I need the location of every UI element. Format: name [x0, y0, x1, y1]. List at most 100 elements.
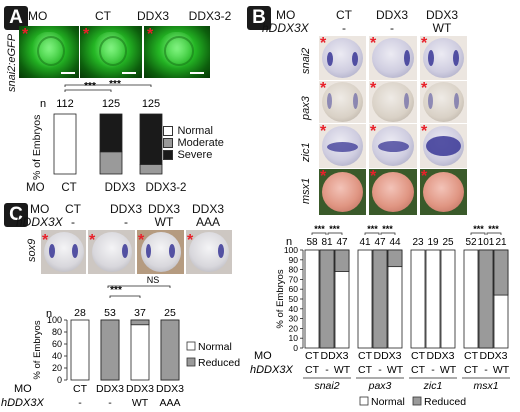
panel-a-image-ct: * — [19, 26, 79, 78]
n-value: 25 — [442, 237, 454, 248]
n-value: 125 — [102, 98, 120, 110]
ct-label: CT — [411, 350, 426, 362]
red-asterisk-icon: * — [320, 36, 327, 52]
stain — [428, 50, 434, 66]
stain — [169, 244, 175, 258]
y-tick-label: 70 — [289, 274, 299, 284]
sig-bracket — [470, 232, 486, 235]
red-asterisk-icon: * — [320, 81, 327, 97]
panel-c-bottom-hddx: hDDX3X — [1, 397, 44, 409]
condition-label: - — [484, 364, 488, 376]
panel-b-pax3-ddx3: * — [369, 81, 417, 123]
scale-bar — [190, 72, 204, 74]
panel-a-bottom-ddx3: DDX3 — [104, 182, 136, 194]
red-asterisk-icon: * — [187, 232, 194, 249]
panel-a-image-ddx3-2: * — [144, 26, 210, 78]
stain — [353, 93, 358, 109]
legend-normal-swatch — [186, 341, 196, 351]
panel-c-ns-label: NS — [147, 275, 160, 285]
condition-label: WT — [440, 364, 457, 376]
panel-b-pax3-ct: * — [319, 81, 366, 123]
red-asterisk-icon: * — [147, 26, 154, 43]
condition-label: CT — [411, 364, 426, 376]
bar-reduced — [160, 319, 180, 381]
ns-bracket — [107, 285, 171, 288]
hddx-condition-label: AAA — [159, 397, 180, 409]
red-asterisk-icon: * — [89, 232, 96, 249]
panel-b-zic1-ct: * — [319, 124, 366, 168]
y-tick-label: 50 — [289, 294, 299, 304]
n-value: 21 — [495, 237, 507, 248]
mo-condition-label: DDX3 — [96, 383, 124, 395]
n-value: 112 — [56, 98, 74, 110]
bar-reduced — [387, 249, 403, 268]
condition-label: CT — [305, 364, 320, 376]
panel-c-bottom-mo: MO — [14, 383, 32, 395]
panel-c-chart: n 0 20 40 60 80 100 % of Embryos 28 CT - 53 DDX3 - 37… — [1, 275, 240, 409]
panel-b-header-ddx3: DDX3 — [375, 8, 408, 22]
bar-reduced — [372, 249, 388, 349]
bar-moderate — [99, 151, 123, 175]
stain — [218, 244, 224, 258]
stain — [426, 136, 461, 156]
condition-label: WT — [387, 364, 404, 376]
panel-b-hddx-ct: - — [342, 21, 346, 35]
n-value: 37 — [134, 307, 146, 319]
panel-c-hddx-ct: - — [71, 215, 75, 229]
legend-reduced-swatch — [412, 396, 422, 406]
panel-c-mo-label: MO — [30, 202, 50, 216]
bar-reduced — [130, 319, 150, 326]
n-value: 58 — [306, 237, 318, 248]
sig-bracket — [364, 232, 380, 235]
sig-bracket — [109, 295, 141, 298]
panel-b-header-ddx3-wt: DDX3 — [425, 8, 458, 22]
legend-moderate-label: Moderate — [177, 136, 224, 149]
panel-a-bottom-ddx3-2: DDX3-2 — [145, 182, 187, 194]
legend-normal-swatch — [359, 396, 369, 406]
legend-reduced-label: Reduced — [424, 396, 466, 408]
condition-label: CT — [358, 364, 373, 376]
panel-c-hddx-aaa: AAA — [195, 215, 220, 229]
panel-c-n-label: n — [46, 308, 52, 320]
y-tick-label: 90 — [289, 255, 299, 265]
n-value: 47 — [374, 237, 386, 248]
panel-b-msx1-ddx3: * — [369, 169, 417, 215]
ddx3-group-label: DDX3 — [479, 350, 507, 362]
hddx-condition-label: - — [78, 397, 82, 409]
condition-label: WT — [334, 364, 351, 376]
panel-b-snai2-wt: * — [420, 36, 467, 80]
panel-a-ylabel: % of Embryos — [31, 114, 43, 180]
legend-reduced-label: Reduced — [198, 357, 240, 369]
panel-b-row-snai2: snai2 — [300, 47, 312, 74]
y-tick-label: 80 — [52, 327, 62, 337]
panel-b-msx1-ct: * — [319, 169, 366, 215]
sig-label: *** — [473, 224, 484, 234]
legend-normal: Normal — [163, 122, 224, 137]
hddx-condition-label: - — [108, 397, 112, 409]
panel-b-hddx-label: hDDX3X — [262, 21, 309, 35]
panel-a-mo-label: MO — [28, 9, 48, 23]
bar-reduced — [334, 249, 350, 272]
legend-moderate: Moderate — [163, 134, 224, 149]
panel-b-hddx-ddx3: - — [390, 21, 394, 35]
panel-a-image-ddx3: * — [80, 26, 142, 78]
legend-reduced-swatch — [186, 357, 196, 367]
ct-label: CT — [305, 350, 320, 362]
n-value: 53 — [104, 307, 116, 319]
n-value: 81 — [321, 237, 333, 248]
mo-condition-label: DDX3 — [156, 383, 184, 395]
condition-label: WT — [493, 364, 510, 376]
panel-b-zic1-ddx3: * — [369, 124, 417, 168]
stain — [327, 93, 332, 109]
stain — [404, 50, 410, 66]
panel-b-letter: B — [247, 6, 271, 30]
panel-a-legend: Normal Moderate Severe — [163, 122, 224, 161]
condition-label: - — [431, 364, 435, 376]
sig-bracket — [311, 232, 327, 235]
stain — [122, 244, 128, 258]
n-value: 52 — [465, 237, 477, 248]
scale-bar — [122, 72, 136, 74]
stain — [327, 142, 358, 152]
bar-normal — [304, 249, 320, 349]
